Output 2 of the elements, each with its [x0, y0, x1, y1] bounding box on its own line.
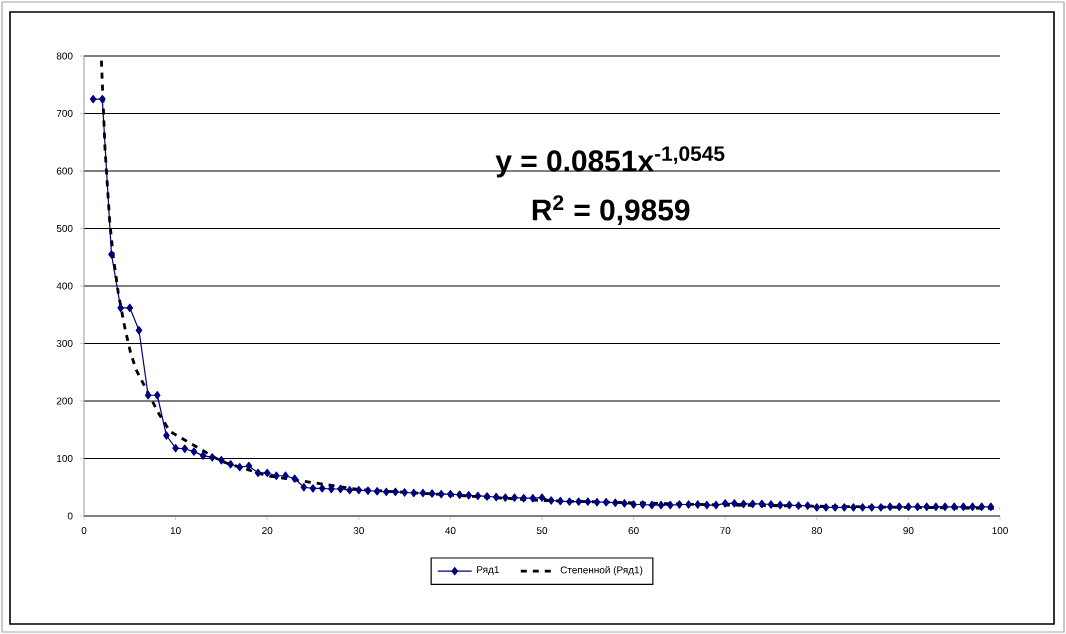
annotation: R$^{2}$ = 0,9859: [532, 195, 690, 225]
annotation: y = 0.0851x$^{-1,0545}$: [495, 146, 725, 178]
